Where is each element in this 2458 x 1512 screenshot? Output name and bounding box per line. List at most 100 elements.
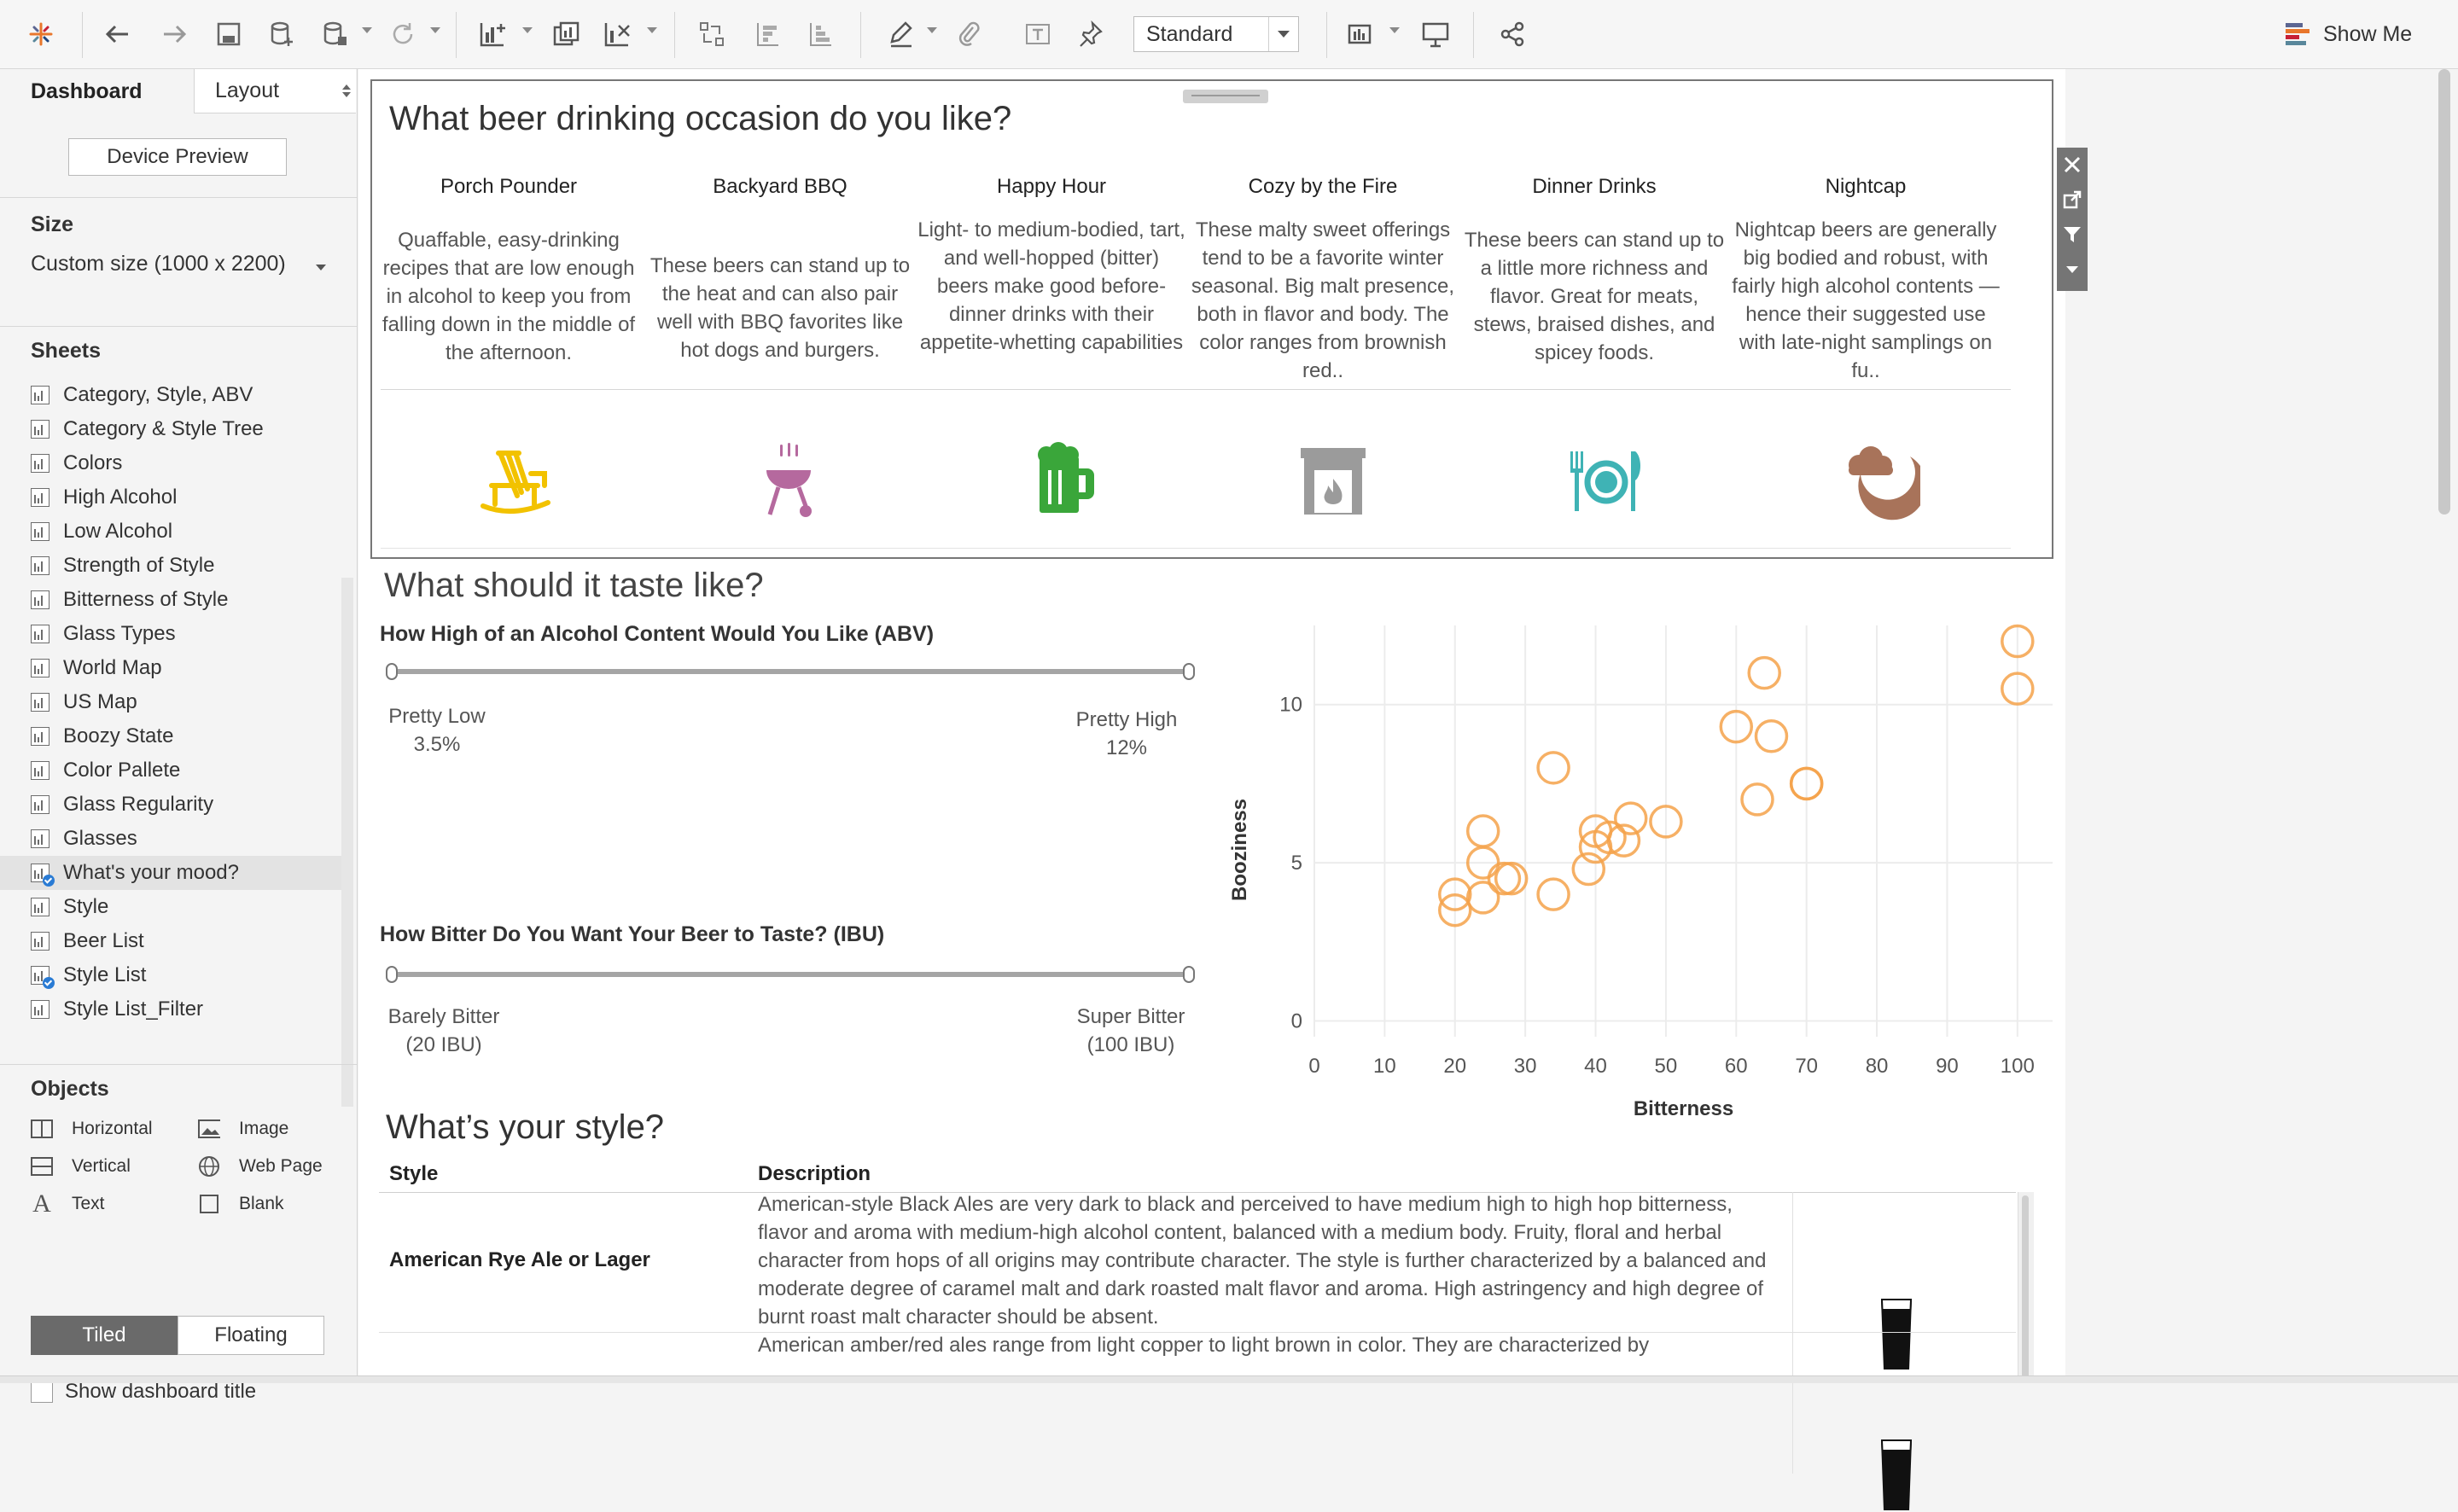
scatter-point[interactable] (1789, 766, 1824, 801)
sheet-item[interactable]: Glasses (0, 822, 341, 856)
table-scrollbar[interactable] (2018, 1192, 2034, 1382)
sort-descending-icon[interactable] (804, 17, 838, 51)
sheet-item[interactable]: US Map (0, 685, 341, 719)
scatter-point[interactable] (1606, 823, 1641, 858)
occasion-column[interactable]: Porch Pounder Quaffable, easy-drinking re… (374, 175, 644, 364)
beer-mug-icon[interactable] (1019, 436, 1104, 521)
refresh-icon[interactable] (386, 17, 420, 51)
occasion-column[interactable]: Dinner Drinks These beers can stand up to… (1459, 175, 1729, 364)
tab-layout[interactable]: Layout (194, 69, 356, 113)
tiled-button[interactable]: Tiled (31, 1316, 178, 1355)
scatter-point[interactable] (1719, 709, 1754, 744)
open-in-new-icon[interactable] (2057, 183, 2088, 217)
undo-icon[interactable] (101, 17, 135, 51)
scatter-point[interactable] (1494, 861, 1529, 896)
show-dashboard-title-checkbox[interactable]: Show dashboard title (31, 1380, 256, 1404)
save-icon[interactable] (212, 17, 246, 51)
swap-rows-columns-icon[interactable] (695, 17, 729, 51)
share-icon[interactable] (1495, 17, 1529, 51)
sheet-item[interactable]: High Alcohol (0, 480, 341, 515)
sheet-item[interactable]: Beer List (0, 924, 341, 958)
occasion-column[interactable]: Nightcap Nightcap beers are generally big… (1731, 175, 2001, 382)
redo-icon[interactable] (157, 17, 191, 51)
tableau-logo-icon[interactable] (24, 17, 58, 51)
show-me-button[interactable]: Show Me (2286, 17, 2412, 51)
grill-icon[interactable] (746, 436, 831, 521)
scatter-point[interactable] (2001, 624, 2035, 659)
scatter-point[interactable] (1465, 881, 1500, 915)
canvas-scrollbar[interactable] (2438, 69, 2450, 515)
show-labels-icon[interactable] (1021, 17, 1055, 51)
occasion-column[interactable]: Backyard BBQ These beers can stand up to … (645, 175, 915, 362)
rocking-chair-icon[interactable] (475, 436, 560, 521)
scatter-point[interactable] (1649, 805, 1683, 839)
sheets-scrollbar[interactable] (341, 578, 353, 1107)
scatter-point[interactable] (1593, 820, 1627, 855)
sheet-item[interactable]: Category & Style Tree (0, 412, 341, 446)
sheet-item[interactable]: Boozy State (0, 719, 341, 753)
scatter-point[interactable] (1536, 877, 1570, 911)
sheet-item[interactable]: Style List_Filter (0, 992, 341, 1026)
scatter-point[interactable] (1754, 719, 1789, 753)
new-datasource-icon[interactable] (265, 17, 299, 51)
object-horizontal[interactable]: Horizontal (31, 1118, 153, 1140)
drag-handle[interactable] (1183, 90, 1268, 103)
occasion-column[interactable]: Happy Hour Light- to medium-bodied, tart,… (917, 175, 1186, 354)
scatter-point[interactable] (2001, 672, 2035, 706)
fit-select[interactable]: Standard (1133, 16, 1299, 52)
object-image[interactable]: Image (198, 1118, 288, 1140)
fireplace-icon[interactable] (1290, 436, 1376, 521)
abv-slider-max-handle[interactable] (1183, 663, 1195, 680)
sheet-item[interactable]: Color Pallete (0, 753, 341, 788)
ibu-slider-min-handle[interactable] (386, 966, 398, 983)
sheet-item[interactable]: Glass Regularity (0, 788, 341, 822)
chevron-down-icon[interactable] (1268, 17, 1298, 51)
floating-button[interactable]: Floating (178, 1316, 324, 1355)
sheet-item[interactable]: Low Alcohol (0, 515, 341, 549)
size-select[interactable]: Custom size (1000 x 2200) (31, 252, 331, 286)
sheet-item[interactable]: Colors (0, 446, 341, 480)
filter-icon[interactable] (2057, 218, 2088, 252)
pause-updates-icon[interactable] (317, 17, 352, 51)
ibu-slider-max-handle[interactable] (1183, 966, 1195, 983)
sort-ascending-icon[interactable] (751, 17, 785, 51)
more-options-caret-icon[interactable] (2057, 253, 2088, 287)
scatter-point[interactable] (1465, 814, 1500, 848)
close-icon[interactable] (2057, 148, 2088, 182)
show-cards-icon[interactable] (1345, 17, 1383, 51)
device-preview-button[interactable]: Device Preview (68, 138, 287, 176)
highlight-pen-icon[interactable] (884, 17, 918, 51)
occasion-sheet[interactable]: What beer drinking occasion do you like?… (370, 79, 2053, 559)
sheet-item[interactable]: World Map (0, 651, 341, 685)
sheet-item[interactable]: Category, Style, ABV (0, 378, 341, 412)
scatter-point[interactable] (1438, 893, 1472, 928)
object-blank[interactable]: Blank (198, 1193, 284, 1215)
scatter-point[interactable] (1571, 852, 1606, 887)
new-worksheet-icon[interactable] (476, 17, 510, 51)
scatter-point[interactable] (1740, 782, 1774, 817)
presentation-mode-icon[interactable] (1417, 17, 1454, 51)
object-web-page[interactable]: Web Page (198, 1155, 323, 1178)
scatter-point[interactable] (1536, 751, 1570, 785)
checkbox-icon[interactable] (31, 1381, 53, 1403)
moon-cloud-icon[interactable] (1835, 436, 1920, 521)
abv-slider-min-handle[interactable] (386, 663, 398, 680)
sheet-item[interactable]: Glass Types (0, 617, 341, 651)
bitterness-booziness-scatter[interactable]: 0 10 20 30 40 50 60 70 80 90 100 0 5 10 Bitterness Booz… (1212, 615, 2065, 1144)
fix-axes-pin-icon[interactable] (1074, 17, 1108, 51)
sheet-item[interactable]: Style (0, 890, 341, 924)
ibu-slider-track[interactable] (393, 972, 1195, 977)
sheet-item[interactable]: Strength of Style (0, 549, 341, 583)
column-header-description[interactable]: Description (758, 1162, 871, 1185)
object-vertical[interactable]: Vertical (31, 1155, 131, 1178)
scatter-point[interactable] (1613, 801, 1648, 835)
clear-sheet-icon[interactable] (601, 17, 635, 51)
object-text[interactable]: A Text (31, 1189, 104, 1218)
duplicate-sheet-icon[interactable] (550, 17, 584, 51)
abv-slider-track[interactable] (393, 669, 1195, 674)
column-header-style[interactable]: Style (389, 1162, 439, 1185)
group-paperclip-icon[interactable] (951, 17, 985, 51)
occasion-column[interactable]: Cozy by the Fire These malty sweet offeri… (1188, 175, 1458, 382)
plate-cutlery-icon[interactable] (1564, 436, 1649, 521)
scatter-point[interactable] (1747, 655, 1781, 690)
